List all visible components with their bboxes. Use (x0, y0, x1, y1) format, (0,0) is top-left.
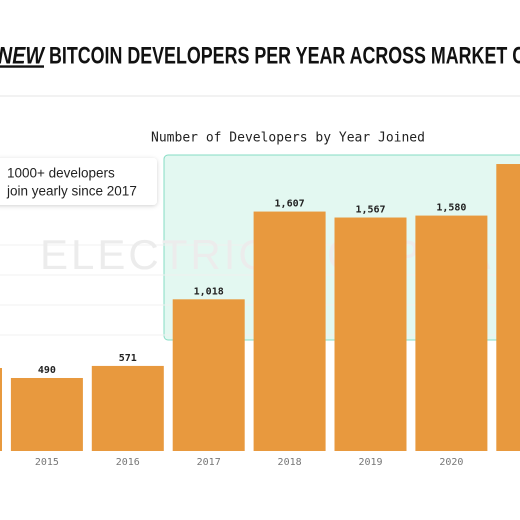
value-label: 571 (119, 353, 137, 364)
annotation-box (0, 158, 157, 205)
annotation-line: 1000+ developers (7, 166, 115, 181)
annotation-line: join yearly since 2017 (6, 184, 137, 199)
bars: 490 2015 571 2016 1,018 2017 1,607 2018 1,567 201… (0, 164, 520, 468)
bar (91, 365, 164, 451)
value-label: 1,580 (436, 203, 466, 214)
value-label: 490 (38, 365, 56, 376)
bar (0, 368, 2, 451)
chart-title: BITCOIN DEVELOPERS PER YEAR ACROSS MARKE… (49, 42, 520, 69)
bar (253, 211, 326, 451)
value-label: 1,018 (194, 286, 224, 297)
bar (10, 377, 83, 451)
x-tick-label: 2018 (278, 457, 302, 468)
bar (415, 215, 488, 451)
bar (172, 299, 245, 451)
value-label: 1,607 (275, 199, 305, 210)
bar (334, 217, 407, 451)
title-emphasis: NEW (0, 42, 46, 69)
x-tick-label: 2017 (197, 457, 221, 468)
bar (496, 164, 520, 451)
x-tick-label: 2019 (358, 457, 382, 468)
x-tick-label: 2016 (116, 457, 140, 468)
x-tick-label: 2020 (439, 457, 463, 468)
value-label: 1,567 (355, 205, 385, 216)
chart-subtitle: Number of Developers by Year Joined (151, 131, 425, 146)
x-tick-label: 2015 (35, 457, 59, 468)
